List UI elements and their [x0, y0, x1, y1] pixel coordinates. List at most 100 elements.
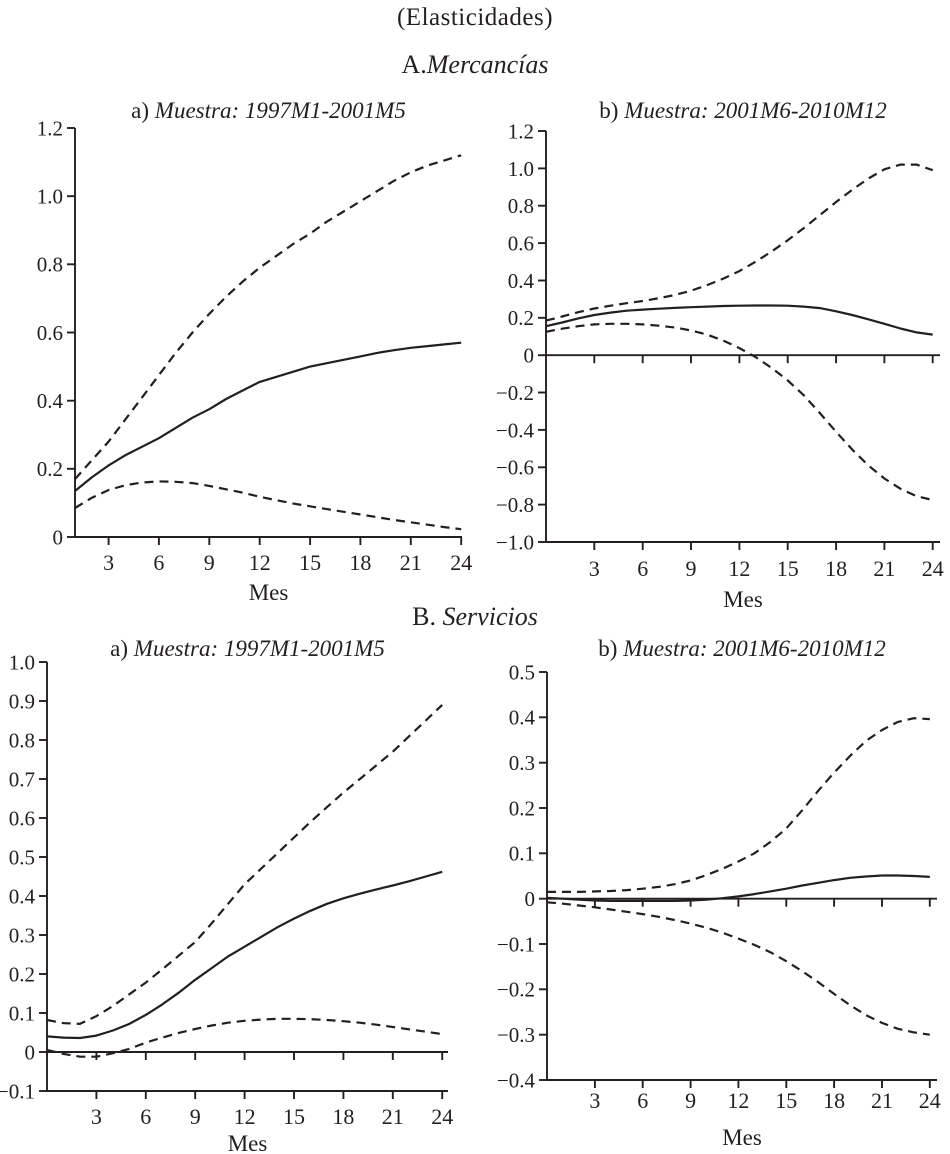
y-tick-label: 0.7 [9, 767, 35, 791]
x-tick-label: 12 [728, 556, 750, 581]
x-tick-label: 21 [871, 1088, 893, 1113]
y-tick-label: 1.0 [9, 650, 35, 674]
chart-title-prefix: a) [110, 636, 134, 661]
y-tick-label: −0.6 [496, 456, 534, 480]
y-tick-label: 0 [53, 525, 64, 549]
x-tick-label: 15 [299, 550, 321, 575]
chart-title-sample: Muestra: 2001M6-2010M12 [623, 636, 886, 661]
y-tick-label: 1.0 [37, 185, 63, 209]
x-tick-label: 12 [727, 1088, 749, 1113]
chart-title-sample: Muestra: 1997M1-2001M5 [133, 636, 385, 661]
y-tick-label: 0.5 [509, 660, 535, 684]
section-b-prefix: B. [412, 602, 443, 631]
chart-title-prefix: a) [131, 98, 155, 123]
x-axis-title: Mes [723, 587, 763, 612]
y-tick-label: 0.4 [508, 269, 535, 293]
x-tick-label: 9 [204, 550, 215, 575]
x-tick-label: 21 [382, 1104, 404, 1129]
y-tick-label: 1.0 [508, 157, 534, 181]
x-tick-label: 3 [589, 1088, 600, 1113]
figure-title: (Elasticidades) [396, 4, 554, 31]
x-tick-label: 9 [190, 1104, 201, 1129]
y-tick-label: 0.8 [9, 728, 35, 752]
upper-confidence-band-line [74, 154, 462, 480]
upper-confidence-band-line [545, 163, 934, 322]
y-tick-label: −1.0 [496, 530, 534, 554]
y-tick-label: 1.2 [37, 116, 63, 140]
elasticity-point-estimate-line [74, 341, 462, 492]
y-tick-label: 0.1 [9, 1001, 35, 1025]
x-tick-label: 6 [637, 556, 648, 581]
x-tick-label: 6 [140, 1104, 151, 1129]
line-chart-servicios-muestra-1: 1.0 0.9 0.8 0.7 0.6 0.5 0.4 0.3 0.2 0.1 0 −0.1 3 6 9 12… [0, 650, 453, 1154]
section-b-name: Servicios [442, 602, 538, 631]
y-tick-label: 0 [524, 344, 535, 368]
x-tick-label: 6 [637, 1088, 648, 1113]
upper-confidence-band-line [46, 704, 443, 1025]
x-tick-label: 18 [823, 1088, 845, 1113]
x-axis-title: Mes [249, 580, 289, 605]
section-a-prefix: A. [401, 50, 427, 79]
y-tick-label: −0.4 [496, 418, 535, 442]
y-tick-label: 0.2 [37, 457, 63, 481]
y-tick-label: 0 [25, 1040, 36, 1064]
x-tick-label: 18 [332, 1104, 354, 1129]
elasticity-point-estimate-line [46, 870, 443, 1040]
y-tick-label: 0.6 [508, 231, 534, 255]
y-tick-label: 0 [525, 887, 536, 911]
chart-mercancias-muestra-2: b) Muestra: 2001M6-2010M12 1.2 1.0 0.8 0.6 0… [470, 98, 950, 616]
chart-servicios-muestra-2: b) Muestra: 2001M6-2010M12 0.5 0.4 0.3 0.2 0… [470, 636, 950, 1154]
x-axis-title: Mes [228, 1131, 268, 1154]
y-tick-label: −0.3 [497, 1023, 535, 1047]
y-tick-label: 0.6 [9, 806, 35, 830]
chart-title: b) Muestra: 2001M6-2010M12 [546, 98, 940, 126]
x-tick-label: 21 [873, 556, 895, 581]
section-title-mercancias: A.Mercancías [0, 50, 950, 80]
x-tick-label: 15 [283, 1104, 305, 1129]
x-tick-label: 24 [450, 550, 472, 575]
y-tick-label: −0.1 [497, 932, 535, 956]
y-tick-label: 0.5 [9, 845, 35, 869]
y-tick-label: 0.3 [509, 751, 535, 775]
line-chart-mercancias-muestra-1: 1.2 1.0 0.8 0.6 0.4 0.2 0 3 6 9 12 15 18 21 24 Mes [37, 116, 472, 605]
y-tick-label: 0.6 [37, 321, 63, 345]
y-tick-label: 0.4 [37, 389, 64, 413]
x-tick-label: 12 [249, 550, 271, 575]
line-chart-mercancias-muestra-2: 1.2 1.0 0.8 0.6 0.4 0.2 0 −0.2 −0.4 −0.6 −0.8 −1.0 3… [496, 119, 944, 612]
chart-title: a) Muestra: 1997M1-2001M5 [47, 636, 448, 661]
y-tick-label: 0.4 [509, 706, 536, 730]
y-tick-label: 0.9 [9, 689, 35, 713]
chart-title: a) Muestra: 1997M1-2001M5 [75, 98, 462, 126]
y-tick-label: −0.1 [0, 1079, 35, 1103]
chart-title-sample: Muestra: 1997M1-2001M5 [154, 98, 406, 123]
chart-title-sample: Muestra: 2001M6-2010M12 [624, 98, 887, 123]
line-chart-servicios-muestra-2: 0.5 0.4 0.3 0.2 0.1 0 −0.1 −0.2 −0.3 −0.4 3 6 9 12 15 1… [497, 660, 941, 1150]
lower-confidence-band-line [74, 480, 462, 531]
elasticity-point-estimate-line [545, 304, 933, 336]
x-tick-label: 12 [234, 1104, 256, 1129]
y-tick-label: 0.2 [508, 306, 534, 330]
upper-confidence-band-line [547, 717, 930, 893]
y-tick-label: 1.2 [508, 119, 534, 143]
x-tick-label: 9 [685, 1088, 696, 1113]
x-tick-label: 24 [919, 1088, 941, 1113]
section-title-servicios: B. Servicios [0, 602, 950, 632]
y-tick-label: −0.2 [497, 978, 535, 1002]
y-tick-label: 0.1 [509, 842, 535, 866]
y-tick-label: 0.3 [9, 923, 35, 947]
chart-title-prefix: b) [598, 636, 624, 661]
section-a-name: Mercancías [426, 50, 549, 79]
x-tick-label: 15 [775, 1088, 797, 1113]
lower-confidence-band-line [46, 1017, 443, 1058]
x-tick-label: 15 [777, 556, 799, 581]
chart-title: b) Muestra: 2001M6-2010M12 [547, 636, 937, 661]
x-tick-label: 9 [686, 556, 697, 581]
y-tick-label: −0.2 [496, 381, 534, 405]
chart-mercancias-muestra-1: a) Muestra: 1997M1-2001M5 1.2 1.0 0.8 0.6 0.… [0, 98, 478, 606]
y-tick-label: −0.4 [497, 1068, 536, 1092]
y-tick-label: 0.8 [37, 253, 63, 277]
x-tick-label: 21 [400, 550, 422, 575]
y-tick-label: −0.8 [496, 493, 534, 517]
y-tick-label: 0.2 [9, 962, 35, 986]
